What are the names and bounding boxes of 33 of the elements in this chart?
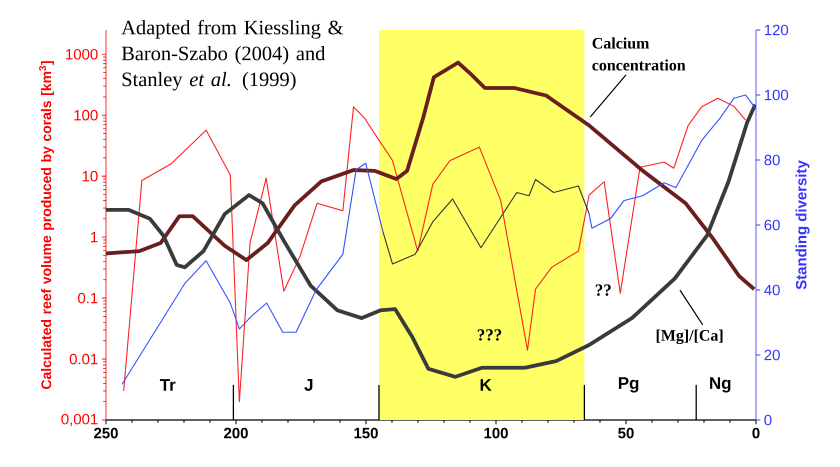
y2-tick-label: 120 bbox=[764, 24, 788, 36]
text: Calcium concentration bbox=[592, 37, 686, 71]
y2-tick-label: 20 bbox=[764, 350, 780, 360]
y2-tick-label: 80 bbox=[764, 154, 780, 166]
y2-axis-title: Standing diversity bbox=[796, 160, 810, 290]
y2-tick-label: 40 bbox=[764, 284, 780, 296]
y-tick-label: 0,001 bbox=[61, 414, 98, 426]
annotation: Pg bbox=[618, 377, 638, 393]
annotation: ?? bbox=[596, 284, 611, 296]
annotation: Adapted from Kiessling & Baron-Szabo (2004) and Stanley et al. (1999) bbox=[121, 20, 344, 90]
annotation: J bbox=[304, 378, 312, 391]
series-label: [Mg]/[Ca] bbox=[656, 330, 722, 344]
y-axis-title: Calculated reef volume produced by corals [km$^{3}$] bbox=[39, 61, 54, 389]
y-tick-label: 100 bbox=[74, 110, 98, 120]
y2-tick-label: 100 bbox=[764, 90, 788, 100]
annotation: ??? bbox=[478, 329, 502, 341]
y-tick-label: 0.1 bbox=[78, 292, 98, 304]
y2-tick-label: 0 bbox=[764, 414, 772, 426]
x-tick-label: 100 bbox=[484, 428, 508, 438]
annotation: Ng bbox=[710, 377, 730, 393]
x-tick-label: 250 bbox=[94, 428, 118, 438]
annotation: Tr bbox=[160, 379, 176, 391]
line-series bbox=[382, 178, 590, 265]
y2-tick-label: 60 bbox=[764, 220, 780, 230]
y-tick-label: 10 bbox=[82, 170, 98, 182]
x-tick-label: 200 bbox=[224, 428, 248, 438]
y-tick-label: 1 bbox=[91, 232, 98, 242]
annotation: K bbox=[480, 379, 492, 391]
x-tick-label: 150 bbox=[354, 428, 378, 438]
y-tick-label: 1000 bbox=[66, 48, 98, 60]
x-tick-label: 0 bbox=[752, 428, 760, 438]
x-tick-label: 50 bbox=[618, 428, 634, 438]
y-tick-label: 0.01 bbox=[70, 354, 98, 364]
